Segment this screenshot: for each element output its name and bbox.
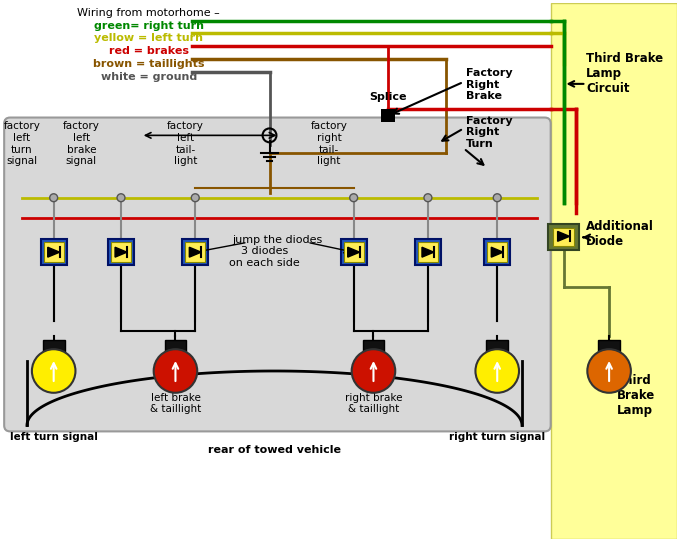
Text: Additional
Diode: Additional Diode (587, 221, 654, 248)
Bar (108, 240, 134, 265)
Text: yellow = left turn: yellow = left turn (94, 34, 203, 43)
Bar (418, 242, 438, 262)
Text: right brake
& taillight: right brake & taillight (344, 393, 402, 415)
Text: Factory
Right
Brake: Factory Right Brake (466, 68, 512, 101)
Text: jump the diodes: jump the diodes (233, 235, 323, 246)
Text: 3 diodes
on each side: 3 diodes on each side (229, 247, 300, 268)
Bar (164, 340, 186, 358)
Bar (363, 340, 385, 358)
Text: left brake
& taillight: left brake & taillight (150, 393, 201, 415)
Text: Third
Brake
Lamp: Third Brake Lamp (617, 374, 655, 417)
Bar (552, 228, 574, 246)
Bar (186, 242, 205, 262)
Circle shape (153, 349, 197, 393)
Circle shape (587, 349, 631, 393)
Polygon shape (550, 3, 677, 539)
Bar (488, 242, 507, 262)
Polygon shape (115, 247, 127, 257)
Text: factory
right
tail-
light: factory right tail- light (310, 121, 347, 166)
Bar (548, 224, 580, 250)
Text: factory
left
turn
signal: factory left turn signal (3, 121, 40, 166)
Text: right turn signal: right turn signal (449, 433, 546, 442)
Polygon shape (558, 231, 569, 241)
Circle shape (352, 349, 396, 393)
Text: Splice: Splice (370, 92, 407, 102)
Bar (43, 340, 65, 358)
Bar (41, 240, 67, 265)
Circle shape (493, 194, 501, 202)
Bar (341, 240, 366, 265)
Bar (44, 242, 63, 262)
Bar (111, 242, 131, 262)
Text: Third Brake
Lamp
Circuit: Third Brake Lamp Circuit (587, 53, 664, 95)
Bar (182, 240, 208, 265)
Circle shape (50, 194, 58, 202)
FancyBboxPatch shape (4, 118, 550, 431)
Polygon shape (348, 247, 359, 257)
Circle shape (117, 194, 125, 202)
Circle shape (32, 349, 76, 393)
Text: white = ground: white = ground (101, 72, 197, 82)
Polygon shape (422, 247, 434, 257)
Polygon shape (48, 247, 59, 257)
Text: brown = taillights: brown = taillights (93, 59, 205, 69)
Text: red = brakes: red = brakes (108, 46, 189, 56)
Polygon shape (190, 247, 201, 257)
Text: factory
left
brake
signal: factory left brake signal (63, 121, 100, 166)
Text: green= right turn: green= right turn (93, 21, 204, 30)
Circle shape (350, 194, 357, 202)
Text: factory
left
tail-
light: factory left tail- light (167, 121, 204, 166)
Bar (484, 240, 510, 265)
Bar (415, 240, 441, 265)
Bar (598, 340, 620, 358)
Text: rear of towed vehicle: rear of towed vehicle (208, 445, 341, 455)
Polygon shape (491, 247, 503, 257)
Text: left turn signal: left turn signal (10, 433, 98, 442)
Bar (381, 108, 396, 122)
Circle shape (424, 194, 432, 202)
Bar (486, 340, 508, 358)
Bar (344, 242, 364, 262)
Text: Wiring from motorhome –: Wiring from motorhome – (77, 8, 220, 18)
Circle shape (191, 194, 199, 202)
Circle shape (475, 349, 519, 393)
Text: Factory
Right
Turn: Factory Right Turn (466, 115, 512, 149)
